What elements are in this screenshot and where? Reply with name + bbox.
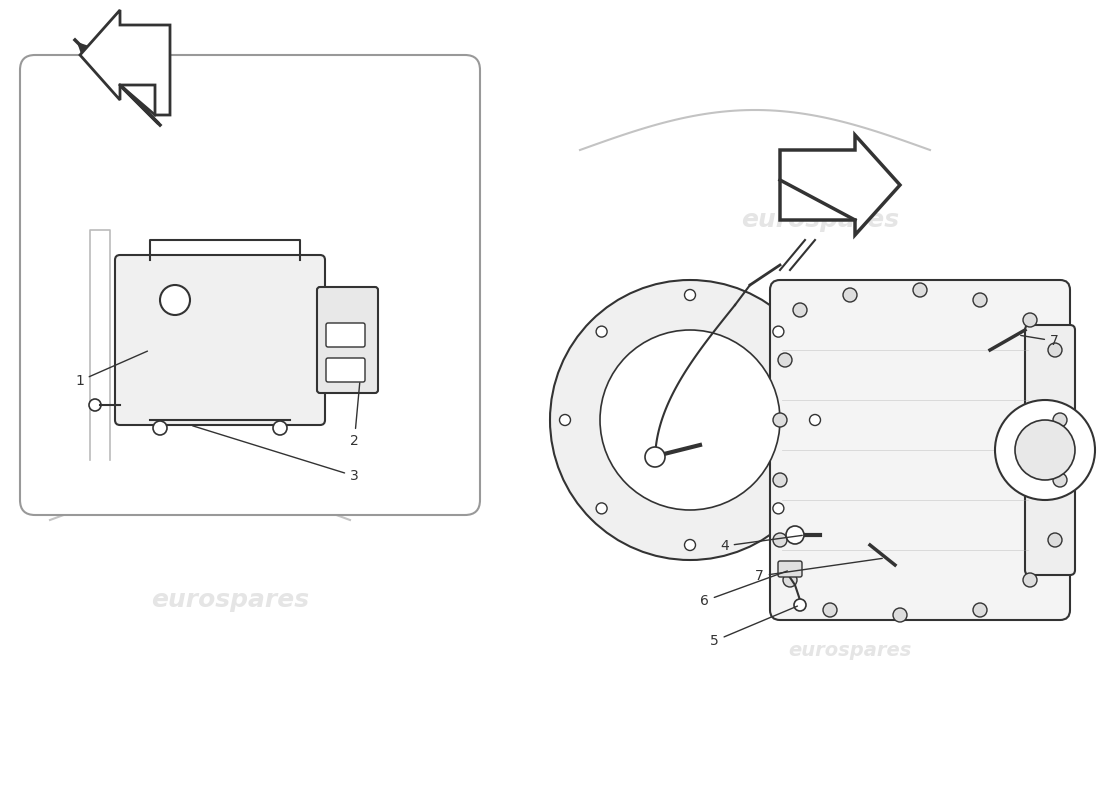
Circle shape (773, 473, 786, 487)
Circle shape (550, 280, 830, 560)
Text: 5: 5 (710, 606, 798, 648)
Circle shape (913, 283, 927, 297)
Text: 2: 2 (350, 382, 360, 448)
Circle shape (560, 414, 571, 426)
FancyBboxPatch shape (326, 358, 365, 382)
Circle shape (684, 290, 695, 301)
Circle shape (810, 414, 821, 426)
FancyBboxPatch shape (770, 280, 1070, 620)
Circle shape (596, 503, 607, 514)
Circle shape (1023, 313, 1037, 327)
FancyBboxPatch shape (1025, 325, 1075, 575)
Circle shape (1048, 533, 1062, 547)
Circle shape (645, 447, 665, 467)
Polygon shape (80, 10, 170, 115)
Circle shape (1023, 573, 1037, 587)
Circle shape (1048, 343, 1062, 357)
Circle shape (1053, 473, 1067, 487)
Circle shape (893, 608, 907, 622)
FancyBboxPatch shape (317, 287, 378, 393)
Polygon shape (780, 135, 900, 235)
FancyBboxPatch shape (116, 255, 324, 425)
Circle shape (160, 285, 190, 315)
Circle shape (773, 326, 784, 337)
Circle shape (153, 421, 167, 435)
Circle shape (778, 353, 792, 367)
Circle shape (823, 603, 837, 617)
Text: 7: 7 (1021, 334, 1058, 348)
Circle shape (89, 399, 101, 411)
Circle shape (773, 413, 786, 427)
Circle shape (684, 539, 695, 550)
Text: eurospares: eurospares (151, 318, 309, 342)
Text: eurospares: eurospares (741, 208, 899, 232)
Circle shape (773, 533, 786, 547)
Circle shape (600, 330, 780, 510)
Circle shape (273, 421, 287, 435)
Circle shape (596, 326, 607, 337)
Circle shape (794, 599, 806, 611)
Circle shape (773, 503, 784, 514)
Text: eurospares: eurospares (789, 641, 912, 659)
Circle shape (1053, 413, 1067, 427)
Circle shape (843, 288, 857, 302)
Text: 7: 7 (755, 558, 882, 583)
Circle shape (793, 303, 807, 317)
Text: 6: 6 (700, 571, 788, 608)
Text: 3: 3 (192, 426, 359, 483)
Circle shape (783, 573, 798, 587)
Circle shape (974, 603, 987, 617)
Circle shape (996, 400, 1094, 500)
FancyBboxPatch shape (778, 561, 802, 577)
Text: eurospares: eurospares (151, 588, 309, 612)
FancyBboxPatch shape (20, 55, 480, 515)
Circle shape (974, 293, 987, 307)
Circle shape (1015, 420, 1075, 480)
Text: 1: 1 (75, 351, 147, 388)
Text: 4: 4 (720, 535, 802, 553)
FancyBboxPatch shape (326, 323, 365, 347)
Circle shape (786, 526, 804, 544)
